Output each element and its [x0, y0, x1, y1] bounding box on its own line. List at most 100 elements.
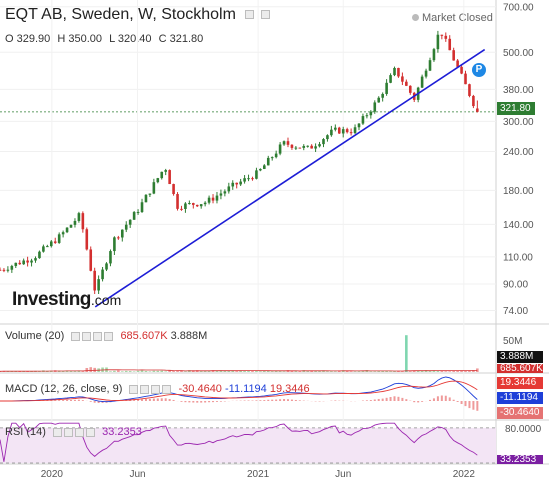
volume-bar [247, 370, 250, 372]
rsi-visibility-icon[interactable] [64, 427, 74, 437]
candle-body [101, 269, 104, 280]
candle-body [136, 212, 140, 214]
settings-icon[interactable] [245, 10, 255, 20]
macd-visibility-icon[interactable] [140, 384, 150, 394]
time-tick-label: 2022 [453, 469, 476, 480]
candle-body [377, 97, 381, 103]
symbol-title-text: EQT AB, Sweden, W, Stockholm [5, 6, 236, 23]
rsi-settings-icon[interactable] [53, 427, 63, 437]
rsi-80-text: 80.0000 [505, 424, 542, 435]
macd-histogram-bar [275, 399, 278, 401]
macd-histogram-bar [125, 400, 128, 401]
macd-signal-value: 19.3446 [269, 383, 310, 395]
volume-bar [160, 370, 164, 372]
macd-histogram-bar [184, 401, 187, 403]
volume-bar [184, 371, 187, 372]
open-label: O [5, 33, 14, 45]
price-tick-label: 700.00 [503, 2, 534, 13]
market-status: Market Closed [412, 12, 493, 24]
macd-histogram-bar [101, 401, 104, 403]
volume-visibility-icon[interactable] [82, 331, 92, 341]
volume-bar [401, 371, 404, 372]
macd-gear-icon[interactable] [151, 384, 161, 394]
macd-histogram-bar [436, 396, 439, 401]
candle-body [223, 191, 227, 194]
candle-body [148, 193, 152, 195]
volume-bar [140, 370, 144, 372]
volume-legend: Volume (20) 685.607K 3.888M [5, 330, 207, 342]
time-tick-label: 2021 [247, 469, 270, 480]
candle-body [2, 269, 6, 271]
volume-settings-gear-icon[interactable] [93, 331, 103, 341]
macd-legend: MACD (12, 26, close, 9) -30.4640 -11.119… [5, 383, 310, 395]
macd-histogram-bar [196, 401, 199, 403]
volume-bar [10, 371, 14, 372]
price-tick-label: 90.00 [503, 280, 528, 291]
close-label: C [158, 33, 167, 45]
candle-body [263, 165, 266, 169]
symbol-title: EQT AB, Sweden, W, Stockholm [5, 6, 270, 24]
pre-market-marker[interactable]: P [472, 63, 486, 77]
candle-body [282, 141, 286, 145]
volume-bar [306, 371, 310, 372]
price-tick-label: 140.00 [503, 220, 534, 231]
rsi-close-icon[interactable] [86, 427, 96, 437]
volume-bar [278, 371, 282, 372]
candle-body [334, 127, 337, 130]
candle-body [369, 111, 373, 116]
candle-body [266, 157, 270, 166]
macd-histogram-bar [432, 398, 435, 401]
candle-body [42, 246, 45, 252]
candle-body [168, 170, 171, 185]
candle-body [353, 127, 357, 133]
candle-body [373, 102, 377, 112]
volume-bar [239, 370, 242, 372]
macd-histogram-bar [77, 399, 80, 401]
volume-bar [456, 370, 459, 372]
volume-bar [152, 370, 156, 372]
macd-histogram-bar [247, 400, 250, 401]
macd-histogram-bar [429, 399, 432, 401]
macd-histogram-bar [267, 399, 270, 401]
candle-body [349, 132, 353, 134]
volume-bar [318, 370, 321, 372]
macd-histogram-bar [456, 401, 459, 402]
investing-watermark: Investing.com [12, 289, 121, 311]
candle-body [476, 108, 479, 112]
macd-histogram-bar [50, 400, 53, 401]
macd-settings-icon[interactable] [129, 384, 139, 394]
volume-ma-value: 685.607K [120, 330, 168, 342]
volume-bar [393, 371, 396, 372]
macd-histogram-bar [472, 401, 475, 410]
volume-bar [389, 371, 392, 372]
candle-body [428, 60, 432, 71]
volume-bar [148, 371, 152, 372]
volume-bar [132, 371, 136, 372]
volume-bar [385, 370, 388, 372]
last-price-text: 321.80 [500, 103, 531, 114]
close-icon[interactable] [260, 10, 270, 20]
rsi-gear-icon[interactable] [75, 427, 85, 437]
candle-body [306, 145, 310, 147]
candle-body [172, 184, 175, 195]
macd-histogram-bar [452, 399, 455, 401]
candle-body [14, 262, 18, 266]
candle-body [302, 145, 306, 148]
macd-histogram-bar [397, 396, 400, 401]
macd-close-icon[interactable] [162, 384, 172, 394]
candle-body [286, 141, 290, 145]
volume-bar [215, 370, 219, 372]
rsi-80-label: 80.0000 [505, 424, 541, 435]
macd-histogram-bar [365, 400, 368, 401]
candle-body [444, 35, 448, 39]
macd-histogram-bar [160, 398, 163, 401]
volume-close-icon[interactable] [104, 331, 114, 341]
close-value: 321.80 [169, 33, 204, 45]
candle-body [38, 251, 41, 259]
candle-body [6, 269, 10, 271]
macd-histogram-bar [141, 399, 144, 401]
volume-bar [353, 371, 357, 372]
rsi-value-badge: 33.2353 [497, 455, 543, 464]
volume-settings-icon[interactable] [71, 331, 81, 341]
